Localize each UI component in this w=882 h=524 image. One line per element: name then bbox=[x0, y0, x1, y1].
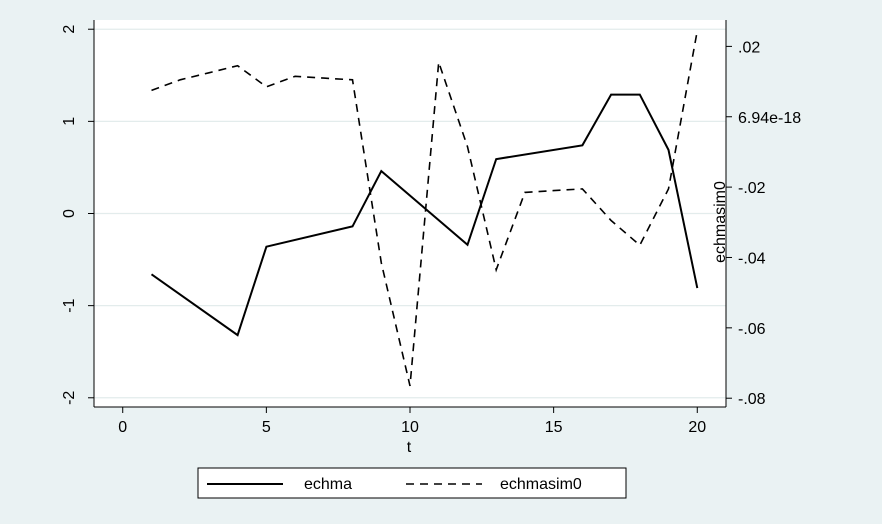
series-line-echmasim0 bbox=[151, 30, 699, 387]
x-tick-label: 10 bbox=[401, 419, 419, 436]
grid-lines bbox=[94, 28, 726, 399]
right-axis-label: echmasim0 bbox=[712, 181, 729, 263]
y-right-tick-label: 6.94e-18 bbox=[738, 110, 801, 127]
y-right-tick-label: -.02 bbox=[738, 180, 766, 197]
y-right-tick-label: -.08 bbox=[738, 391, 766, 408]
series-line-echma bbox=[150, 93, 699, 337]
x-tick-label: 0 bbox=[118, 419, 127, 436]
y-right-tick-label: -.04 bbox=[738, 250, 766, 267]
y-left-tick-label: -2 bbox=[61, 391, 78, 405]
x-tick-label: 5 bbox=[262, 419, 271, 436]
y-left-tick-label: 2 bbox=[61, 25, 78, 34]
tick-marks-and-labels: -2 -1 0 1 2 -.08 -.06 -.04 -.02 6.94e-18 .02 0 5 10 15… bbox=[61, 25, 801, 436]
y-right-tick-label: -.06 bbox=[738, 321, 766, 338]
x-tick-label: 15 bbox=[545, 419, 563, 436]
legend: echma echmasim0 bbox=[197, 467, 627, 499]
x-tick-label: 20 bbox=[688, 419, 706, 436]
y-left-tick-label: -1 bbox=[61, 298, 78, 312]
x-axis-label: t bbox=[407, 439, 412, 456]
legend-label-echmasim0: echmasim0 bbox=[500, 476, 582, 493]
y-left-tick-label: 0 bbox=[61, 209, 78, 218]
y-left-tick-label: 1 bbox=[61, 117, 78, 126]
y-right-tick-label: .02 bbox=[738, 39, 760, 56]
series-lines bbox=[150, 30, 699, 387]
legend-label-echma: echma bbox=[304, 476, 352, 493]
